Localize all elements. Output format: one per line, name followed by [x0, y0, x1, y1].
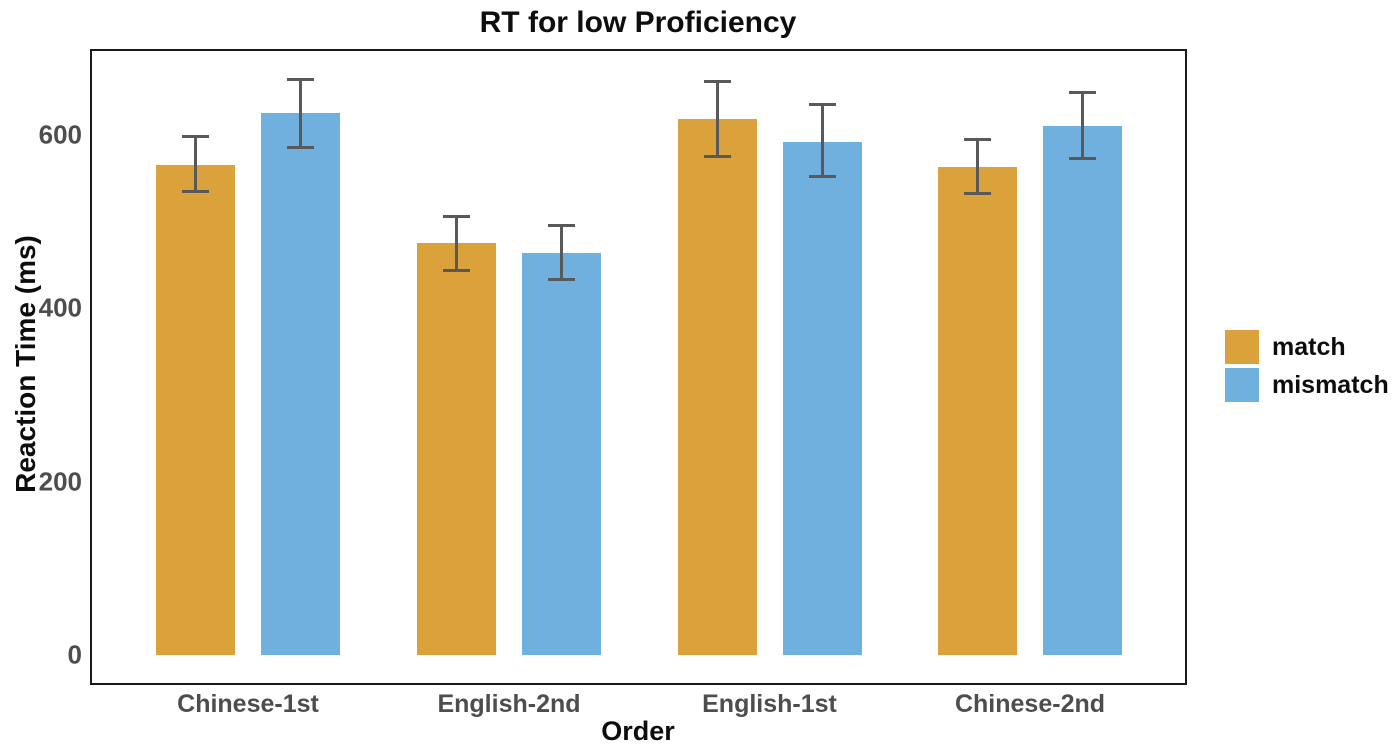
y-tick-label-200: 200	[38, 466, 82, 497]
bar-mismatch-chinese-2nd	[1043, 126, 1122, 655]
y-tick-label-600: 600	[38, 119, 82, 150]
bar-mismatch-english-2nd	[522, 252, 601, 655]
plot-area	[90, 49, 1187, 685]
x-category-label-english-2nd: English-2nd	[437, 690, 581, 718]
error-bar-mismatch-english-2nd	[548, 224, 575, 281]
y-axis-title: Reaction Time (ms)	[10, 235, 41, 493]
legend: match mismatch	[1225, 330, 1389, 402]
bar-match-chinese-2nd	[938, 167, 1017, 655]
bar-match-english-2nd	[417, 243, 496, 655]
chart-title: RT for low Proficiency	[479, 6, 797, 39]
x-category-label-chinese-2nd: Chinese-2nd	[954, 690, 1106, 718]
x-category-label-english-1st: English-1st	[702, 690, 837, 718]
legend-item-mismatch: mismatch	[1225, 368, 1389, 402]
legend-swatch-mismatch-icon	[1225, 368, 1259, 402]
legend-label-match: match	[1272, 332, 1346, 361]
bar-match-english-1st	[677, 119, 757, 655]
bar-match-chinese-1st	[156, 165, 235, 655]
error-bar-match-chinese-2nd	[964, 138, 991, 195]
legend-label-mismatch: mismatch	[1272, 370, 1389, 399]
y-tick-label-0: 0	[67, 639, 82, 670]
error-bar-mismatch-chinese-1st	[287, 77, 314, 149]
error-bar-mismatch-chinese-2nd	[1069, 90, 1096, 161]
x-category-label-chinese-1st: Chinese-1st	[177, 690, 319, 718]
error-bar-match-chinese-1st	[182, 135, 209, 194]
bar-mismatch-chinese-1st	[261, 113, 340, 655]
error-bar-match-english-1st	[703, 79, 731, 158]
bar-mismatch-english-1st	[782, 141, 862, 655]
legend-swatch-match-icon	[1225, 330, 1259, 364]
y-tick-label-400: 400	[38, 292, 82, 323]
error-bar-mismatch-english-1st	[808, 102, 836, 179]
error-bar-match-english-2nd	[443, 214, 470, 272]
legend-item-match: match	[1225, 330, 1389, 364]
x-axis-title: Order	[601, 716, 675, 746]
